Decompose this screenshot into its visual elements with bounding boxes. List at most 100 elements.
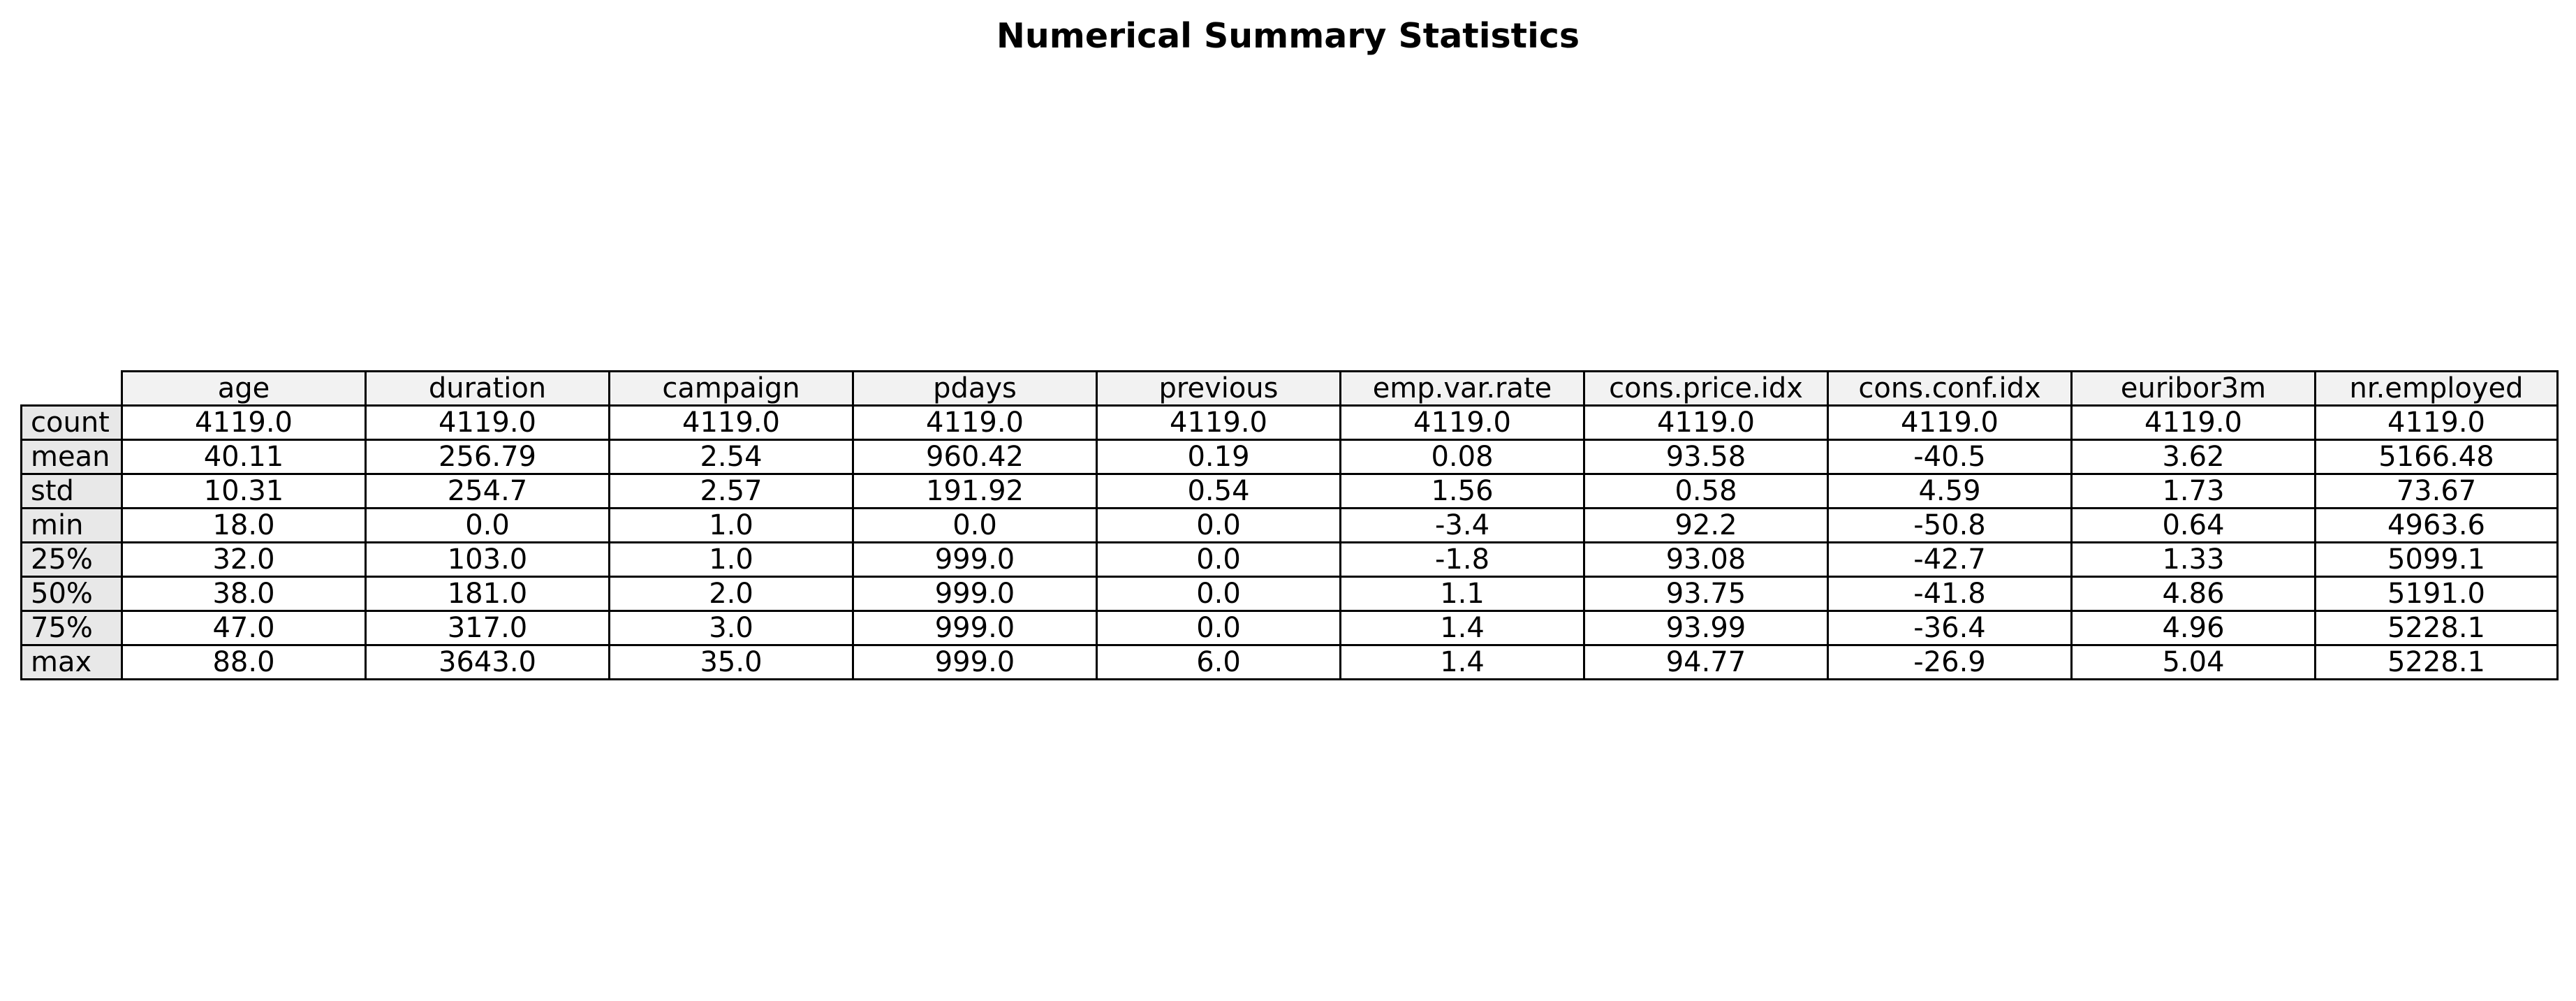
table-cell: 1.0 [608, 541, 854, 578]
table-cell: 35.0 [608, 644, 854, 680]
row-header: 25% [20, 541, 123, 578]
table-cell: -26.9 [1827, 644, 2073, 680]
table-cell: 5.04 [2070, 644, 2316, 680]
table-row: count 4119.0 4119.0 4119.0 4119.0 4119.0… [20, 404, 2559, 441]
table-row: std 10.31 254.7 2.57 191.92 0.54 1.56 0.… [20, 473, 2559, 509]
table-cell: 6.0 [1096, 644, 1341, 680]
column-header: campaign [608, 370, 854, 407]
table-cell: 0.0 [1096, 576, 1341, 612]
table-cell: -41.8 [1827, 576, 2073, 612]
table-row: 50% 38.0 181.0 2.0 999.0 0.0 1.1 93.75 -… [20, 576, 2559, 612]
table-cell: 0.58 [1583, 473, 1829, 509]
table-cell: 1.73 [2070, 473, 2316, 509]
table-cell: 4119.0 [1583, 404, 1829, 441]
row-header: 50% [20, 576, 123, 612]
table-cell: 5191.0 [2314, 576, 2559, 612]
table-cell: 317.0 [365, 610, 610, 646]
table-cell: 4119.0 [121, 404, 367, 441]
table-cell: -40.5 [1827, 439, 2073, 475]
table-cell: 1.0 [608, 507, 854, 543]
table-cell: 93.99 [1583, 610, 1829, 646]
table-cell: 1.1 [1339, 576, 1585, 612]
table-row: 25% 32.0 103.0 1.0 999.0 0.0 -1.8 93.08 … [20, 541, 2559, 578]
table-cell: 4119.0 [2070, 404, 2316, 441]
table-cell: 4119.0 [1339, 404, 1585, 441]
table-cell: 93.58 [1583, 439, 1829, 475]
table-cell: -42.7 [1827, 541, 2073, 578]
table-cell: 1.4 [1339, 644, 1585, 680]
summary-table-container: age duration campaign pdays previous emp… [20, 370, 2559, 685]
column-header-row: age duration campaign pdays previous emp… [22, 370, 2559, 407]
table-cell: 92.2 [1583, 507, 1829, 543]
table-cell: 2.0 [608, 576, 854, 612]
table-cell: 999.0 [852, 576, 1098, 612]
column-header: age [121, 370, 367, 407]
table-cell: 4.96 [2070, 610, 2316, 646]
row-header: min [20, 507, 123, 543]
table-cell: 47.0 [121, 610, 367, 646]
summary-statistics-table: age duration campaign pdays previous emp… [20, 370, 2559, 680]
table-cell: 10.31 [121, 473, 367, 509]
column-header: pdays [852, 370, 1098, 407]
table-cell: 999.0 [852, 610, 1098, 646]
table-row: max 88.0 3643.0 35.0 999.0 6.0 1.4 94.77… [20, 644, 2559, 680]
column-header: duration [365, 370, 610, 407]
table-cell: 1.33 [2070, 541, 2316, 578]
table-cell: 0.0 [1096, 507, 1341, 543]
table-cell: -1.8 [1339, 541, 1585, 578]
table-cell: 94.77 [1583, 644, 1829, 680]
table-cell: 4119.0 [365, 404, 610, 441]
table-row: 75% 47.0 317.0 3.0 999.0 0.0 1.4 93.99 -… [20, 610, 2559, 646]
table-cell: 93.75 [1583, 576, 1829, 612]
table-cell: 88.0 [121, 644, 367, 680]
table-cell: 0.08 [1339, 439, 1585, 475]
row-header: std [20, 473, 123, 509]
table-cell: 18.0 [121, 507, 367, 543]
table-cell: 0.19 [1096, 439, 1341, 475]
table-cell: 4963.6 [2314, 507, 2559, 543]
column-header: euribor3m [2070, 370, 2316, 407]
table-cell: 5228.1 [2314, 610, 2559, 646]
table-cell: 4.59 [1827, 473, 2073, 509]
table-cell: 4119.0 [1096, 404, 1341, 441]
table-cell: 5228.1 [2314, 644, 2559, 680]
table-cell: 5099.1 [2314, 541, 2559, 578]
table-cell: 4.86 [2070, 576, 2316, 612]
table-cell: -3.4 [1339, 507, 1585, 543]
table-cell: 999.0 [852, 541, 1098, 578]
table-cell: 256.79 [365, 439, 610, 475]
corner-cell [22, 372, 122, 406]
table-cell: 40.11 [121, 439, 367, 475]
table-cell: 32.0 [121, 541, 367, 578]
column-header: cons.conf.idx [1827, 370, 2073, 407]
table-cell: 181.0 [365, 576, 610, 612]
table-body: count 4119.0 4119.0 4119.0 4119.0 4119.0… [20, 404, 2559, 680]
row-header: mean [20, 439, 123, 475]
row-header: count [20, 404, 123, 441]
row-header: 75% [20, 610, 123, 646]
column-header: nr.employed [2314, 370, 2559, 407]
table-cell: 4119.0 [608, 404, 854, 441]
table-cell: 3.0 [608, 610, 854, 646]
table-cell: 4119.0 [2314, 404, 2559, 441]
table-cell: 2.57 [608, 473, 854, 509]
table-cell: 3.62 [2070, 439, 2316, 475]
table-cell: 1.56 [1339, 473, 1585, 509]
table-cell: 73.67 [2314, 473, 2559, 509]
table-cell: -36.4 [1827, 610, 2073, 646]
table-row: mean 40.11 256.79 2.54 960.42 0.19 0.08 … [20, 439, 2559, 475]
row-header: max [20, 644, 123, 680]
table-cell: 3643.0 [365, 644, 610, 680]
table-cell: 254.7 [365, 473, 610, 509]
table-cell: 4119.0 [1827, 404, 2073, 441]
table-cell: 93.08 [1583, 541, 1829, 578]
table-cell: 4119.0 [852, 404, 1098, 441]
table-cell: 5166.48 [2314, 439, 2559, 475]
table-cell: 103.0 [365, 541, 610, 578]
table-cell: 191.92 [852, 473, 1098, 509]
table-cell: 0.0 [852, 507, 1098, 543]
table-cell: 0.64 [2070, 507, 2316, 543]
column-header: emp.var.rate [1339, 370, 1585, 407]
table-cell: 0.54 [1096, 473, 1341, 509]
table-cell: 2.54 [608, 439, 854, 475]
